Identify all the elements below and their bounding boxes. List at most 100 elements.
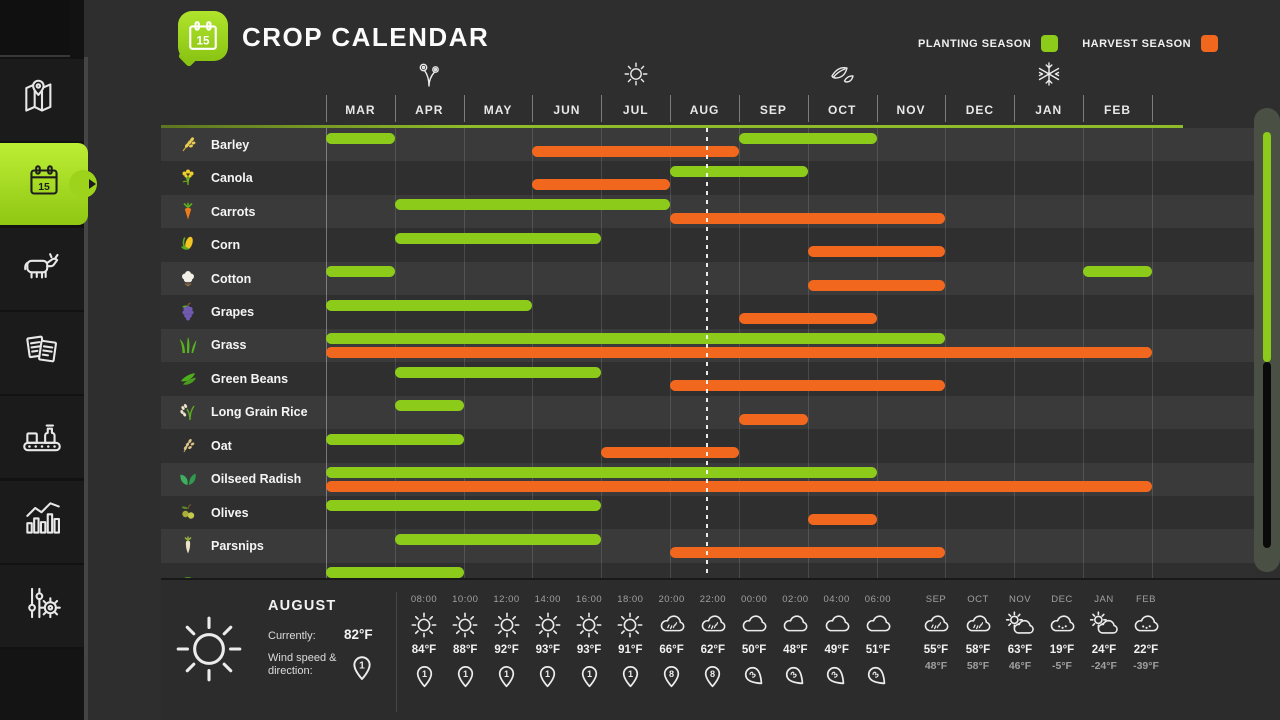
monthly-forecast-cell: FEB 22°F -39°F (1126, 594, 1166, 672)
crop-name-label: Grapes (211, 304, 255, 319)
crop-row[interactable]: Canola (161, 161, 1256, 194)
crop-row[interactable]: Grapes (161, 295, 1256, 328)
forecast-time-label: 08:00 (410, 594, 438, 605)
harvest-bar (738, 413, 808, 425)
svg-text:8: 8 (710, 669, 715, 679)
svg-text:1: 1 (359, 661, 365, 672)
rain-icon (921, 610, 951, 640)
sidebar-item-animals[interactable] (0, 227, 84, 310)
harvest-bar (326, 480, 1152, 492)
hourly-forecast-cell: 08:00 84°F 1 (404, 594, 444, 689)
crop-row[interactable] (161, 563, 1256, 578)
monthly-forecast-cell: DEC 19°F -5°F (1042, 594, 1082, 672)
sidebar-item-contracts[interactable] (0, 311, 84, 394)
production-icon (19, 412, 65, 463)
sun-icon (615, 610, 645, 640)
peas-icon (178, 569, 198, 578)
planting-bar (326, 433, 464, 445)
forecast-low-temperature: -24°F (1091, 660, 1117, 672)
harvest-bar (670, 547, 946, 559)
month-label: APR (415, 103, 444, 117)
cotton-icon (178, 268, 198, 288)
svg-text:3: 3 (830, 669, 841, 680)
planting-bar (326, 333, 946, 345)
month-tick (463, 95, 465, 122)
forecast-time-label: 12:00 (493, 594, 520, 605)
weather-month-title: AUGUST (268, 598, 337, 614)
crop-row[interactable]: Long Grain Rice (161, 396, 1256, 429)
legend-label: HARVEST SEASON (1082, 37, 1192, 50)
forecast-temperature: 48°F (783, 644, 808, 656)
snow-icon (1047, 610, 1077, 640)
month-label: MAR (345, 103, 376, 117)
weather-divider (396, 592, 397, 712)
crop-row[interactable]: Corn (161, 228, 1256, 261)
summer-sun-icon (622, 60, 650, 88)
planting-bar (738, 132, 877, 144)
hourly-forecast-cell: 22:00 62°F 8 (693, 594, 733, 689)
crop-row[interactable]: Oilseed Radish (161, 463, 1256, 496)
month-label: JUL (622, 103, 649, 117)
hourly-forecast-cell: 12:00 92°F 1 (487, 594, 527, 689)
planting-bar (394, 533, 602, 545)
currently-label: Currently: (268, 630, 316, 642)
forecast-high-temperature: 63°F (1007, 644, 1033, 656)
legend-swatch (1041, 35, 1059, 52)
scrollbar-thumb[interactable] (1263, 132, 1271, 362)
forecast-temperature: 50°F (741, 644, 767, 656)
forecast-temperature: 62°F (700, 644, 726, 656)
olives-icon (178, 502, 198, 522)
hourly-forecast-cell: 14:00 93°F 1 (528, 594, 568, 689)
calendar-badge-icon: 15 (178, 11, 228, 61)
sun-icon (574, 610, 604, 640)
spring-flower-icon (415, 60, 443, 88)
month-label: FEB (1104, 103, 1132, 117)
month-gridline (1151, 128, 1153, 578)
forecast-time-label: 10:00 (452, 594, 479, 605)
sidebar-item-map[interactable] (0, 59, 84, 141)
hourly-forecast-cell: 04:00 49°F 3 (817, 594, 857, 689)
month-tick (394, 95, 396, 122)
crop-row[interactable]: Oat (161, 429, 1256, 462)
crop-name-label: Oat (211, 438, 232, 453)
corn-icon (178, 234, 198, 254)
sidebar-item-settings[interactable] (0, 564, 84, 647)
crop-row[interactable]: Parsnips (161, 529, 1256, 562)
crop-name-label: Cotton (211, 271, 252, 286)
sidebar-item-production[interactable] (0, 396, 84, 479)
wind-pin-icon: 3 (778, 660, 812, 694)
scrollbar-track-line (1263, 362, 1271, 548)
crop-row[interactable]: Cotton (161, 262, 1256, 295)
forecast-month-label: DEC (1051, 594, 1073, 605)
weather-panel: AUGUST Currently: 82°F Wind speed & dire… (161, 578, 1280, 720)
legend: PLANTING SEASON HARVEST SEASON (918, 35, 1232, 52)
forecast-time-label: 06:00 (864, 594, 892, 605)
crop-row[interactable]: Green Beans (161, 362, 1256, 395)
crop-name-label: Carrots (211, 204, 256, 219)
scrollbar[interactable] (1254, 108, 1280, 572)
wind-label-line2: direction: (268, 665, 313, 677)
planting-bar (1083, 266, 1152, 278)
harvest-bar (532, 146, 739, 157)
wind-pin-icon: 1 (413, 664, 436, 689)
crop-row[interactable]: Olives (161, 496, 1256, 529)
wind-pin-icon: 1 (578, 664, 601, 689)
sidebar-item-calendar[interactable]: 15 (0, 143, 97, 226)
cloud-icon (739, 610, 769, 640)
cloud-icon (863, 610, 893, 640)
crop-row[interactable]: Barley (161, 128, 1256, 161)
sidebar-top-block (0, 0, 70, 57)
forecast-time-label: 14:00 (534, 594, 561, 605)
crop-row[interactable]: Grass (161, 329, 1256, 362)
wind-pin-icon: 1 (619, 664, 642, 689)
forecast-temperature: 93°F (535, 644, 560, 656)
month-header-row: MAR APR MAY JUN JUL AUG SEP OCT NOV DEC JAN FEB (161, 95, 1256, 125)
crop-name-label: Corn (211, 238, 241, 253)
crop-row[interactable]: Carrots (161, 195, 1256, 228)
planting-bar (326, 299, 533, 311)
settings-icon (19, 580, 65, 631)
sidebar-item-statistics[interactable] (0, 480, 84, 563)
hourly-forecast-cell: 00:00 50°F 3 (734, 594, 774, 689)
forecast-high-temperature: 58°F (965, 644, 991, 656)
